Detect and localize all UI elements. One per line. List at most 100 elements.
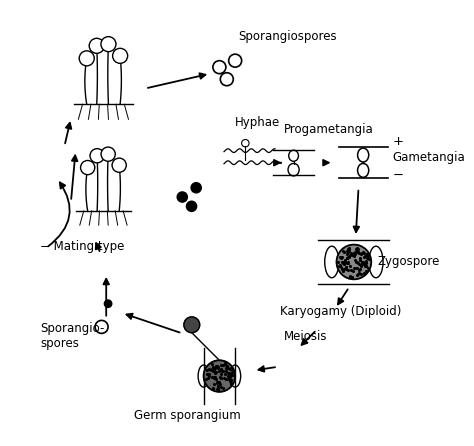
Point: [353, 272, 361, 279]
Point: [226, 371, 234, 378]
Point: [360, 249, 368, 256]
Point: [210, 366, 218, 373]
Point: [350, 250, 358, 257]
Point: [362, 260, 370, 267]
Point: [360, 254, 368, 261]
Circle shape: [90, 149, 104, 163]
Text: Progametangia: Progametangia: [284, 123, 374, 136]
Point: [345, 266, 352, 273]
Point: [349, 267, 356, 274]
Point: [344, 254, 351, 261]
Circle shape: [101, 37, 116, 52]
Point: [217, 380, 224, 387]
Point: [335, 259, 342, 266]
Point: [362, 257, 370, 264]
Point: [362, 267, 370, 274]
Point: [210, 385, 217, 392]
Point: [339, 259, 346, 266]
Point: [343, 264, 350, 271]
Point: [219, 384, 227, 391]
Point: [363, 251, 370, 258]
Point: [355, 260, 363, 268]
Point: [337, 254, 345, 261]
Point: [351, 265, 358, 272]
Point: [202, 376, 210, 383]
Point: [222, 361, 229, 368]
Point: [212, 376, 220, 383]
Point: [354, 260, 362, 267]
Point: [218, 367, 225, 374]
Point: [214, 365, 222, 372]
Point: [345, 245, 352, 252]
Point: [213, 379, 221, 386]
Text: Sporangio-
spores: Sporangio- spores: [40, 322, 105, 350]
Point: [354, 248, 361, 255]
Point: [352, 246, 360, 253]
Point: [343, 250, 350, 257]
Point: [208, 360, 216, 368]
Point: [357, 261, 365, 268]
Point: [357, 250, 365, 257]
Circle shape: [104, 300, 112, 307]
Point: [228, 371, 235, 378]
Point: [222, 376, 229, 383]
Point: [344, 259, 352, 266]
Point: [225, 370, 232, 377]
Text: Gametangia: Gametangia: [393, 151, 465, 164]
Circle shape: [184, 317, 200, 333]
Point: [356, 265, 364, 273]
Point: [356, 255, 364, 262]
Point: [223, 362, 230, 369]
Point: [336, 263, 343, 270]
Point: [346, 251, 354, 258]
Point: [343, 260, 351, 267]
Point: [225, 375, 233, 382]
Point: [346, 246, 353, 253]
Point: [210, 380, 218, 387]
Point: [355, 269, 362, 277]
Point: [218, 365, 225, 372]
Point: [209, 366, 216, 373]
Point: [345, 246, 352, 253]
Point: [346, 273, 354, 280]
Point: [205, 370, 213, 377]
Point: [354, 259, 361, 266]
Point: [353, 244, 361, 252]
Point: [204, 375, 212, 382]
Point: [227, 374, 234, 381]
Point: [209, 363, 217, 370]
Point: [354, 247, 361, 254]
Point: [363, 263, 370, 270]
Point: [217, 371, 225, 378]
Point: [362, 263, 370, 270]
Point: [228, 376, 235, 384]
Point: [212, 368, 220, 376]
Point: [227, 364, 234, 371]
Point: [361, 253, 369, 260]
Text: Zygospore: Zygospore: [377, 256, 439, 268]
Circle shape: [337, 244, 371, 279]
Point: [345, 254, 353, 261]
Point: [222, 367, 230, 374]
Point: [360, 270, 368, 277]
Point: [222, 364, 230, 372]
Point: [353, 258, 360, 265]
Point: [359, 249, 366, 256]
Point: [211, 369, 219, 376]
Point: [336, 253, 344, 260]
Point: [352, 248, 359, 256]
Point: [218, 368, 226, 375]
Point: [205, 373, 213, 380]
Point: [217, 374, 225, 381]
Point: [219, 361, 227, 368]
Text: Germ sporangium: Germ sporangium: [134, 409, 240, 421]
Point: [220, 375, 228, 382]
Point: [363, 254, 371, 261]
Point: [339, 268, 346, 275]
Point: [344, 248, 351, 255]
Point: [364, 264, 371, 272]
Point: [358, 260, 366, 268]
Point: [357, 271, 365, 278]
Point: [341, 265, 348, 273]
Point: [344, 259, 352, 266]
